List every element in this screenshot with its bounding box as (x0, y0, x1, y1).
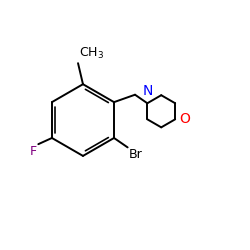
Text: F: F (30, 145, 37, 158)
Text: CH$_3$: CH$_3$ (79, 46, 104, 61)
Text: Br: Br (128, 148, 142, 161)
Text: N: N (142, 84, 152, 98)
Text: O: O (180, 112, 190, 126)
